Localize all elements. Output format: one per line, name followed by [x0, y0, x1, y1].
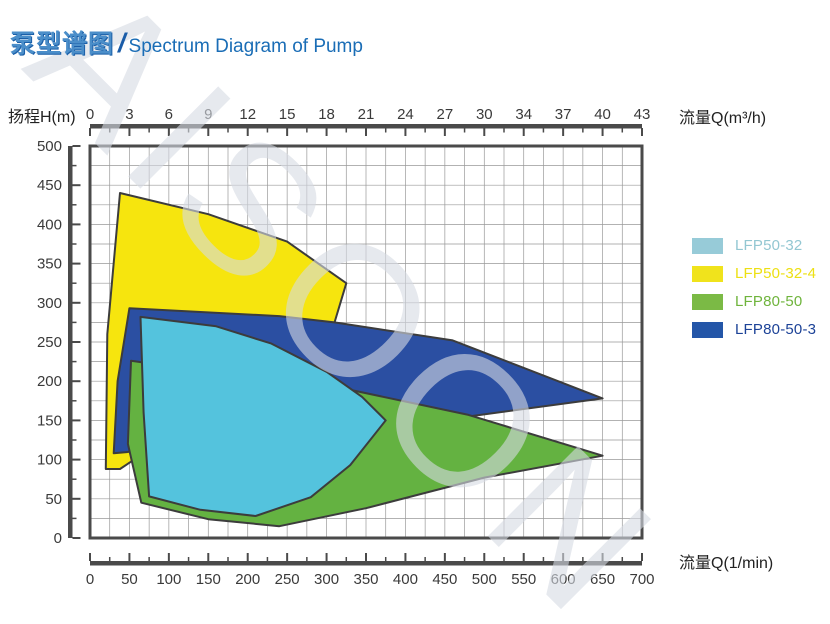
y-axis-label: 扬程H(m): [8, 109, 76, 126]
bottom-ruler-bar: [90, 561, 642, 566]
legend-label: LFP80-50-3: [735, 321, 817, 338]
top-axis-label: 流量Q(m³/h): [679, 110, 767, 127]
region-LFP50-32: [139, 315, 387, 517]
top-tick-label: 40: [594, 106, 611, 123]
y-tick-label: 0: [54, 530, 62, 547]
bottom-tick-label: 650: [590, 571, 615, 588]
bottom-tick-label: 250: [275, 571, 300, 588]
legend-item: LFP80-50-3: [692, 321, 816, 338]
title-slash-icon: /: [118, 28, 126, 58]
bottom-tick-label: 700: [629, 571, 654, 588]
bottom-tick-label: 50: [121, 571, 138, 588]
top-tick-label: 34: [515, 106, 532, 123]
bottom-tick-label: 0: [86, 571, 94, 588]
title-english: Spectrum Diagram of Pump: [128, 36, 363, 57]
top-tick-label: 21: [358, 106, 375, 123]
y-tick-label: 150: [37, 412, 62, 429]
legend-swatch: [692, 237, 723, 254]
bottom-tick-label: 550: [511, 571, 536, 588]
bottom-tick-label: 150: [196, 571, 221, 588]
y-tick-label: 50: [45, 491, 62, 508]
y-tick-label: 300: [37, 295, 62, 312]
top-tick-label: 9: [204, 106, 212, 123]
plot-border: [88, 144, 644, 540]
legend-item: LFP80-50: [692, 293, 816, 310]
top-ruler-bar: [90, 124, 642, 129]
top-tick-label: 12: [239, 106, 256, 123]
top-tick-label: 3: [125, 106, 133, 123]
legend-item: LFP50-32-4: [692, 265, 816, 282]
top-tick-label: 18: [318, 106, 335, 123]
legend: LFP50-32 LFP50-32-4 LFP80-50 LFP80-50-3: [692, 237, 816, 349]
bottom-tick-label: 400: [393, 571, 418, 588]
page-title: 泵型谱图 / Spectrum Diagram of Pump: [10, 24, 363, 60]
legend-label: LFP80-50: [735, 293, 803, 310]
y-tick-label: 200: [37, 373, 62, 390]
bottom-tick-label: 600: [551, 571, 576, 588]
bottom-tick-label: 500: [472, 571, 497, 588]
legend-item: LFP50-32: [692, 237, 816, 254]
y-tick-label: 250: [37, 334, 62, 351]
left-ruler-bar: [68, 146, 73, 538]
top-tick-label: 24: [397, 106, 414, 123]
legend-label: LFP50-32-4: [735, 265, 817, 282]
y-tick-label: 450: [37, 177, 62, 194]
top-tick-label: 6: [165, 106, 173, 123]
top-tick-label: 27: [437, 106, 454, 123]
top-tick-label: 15: [279, 106, 296, 123]
top-tick-label: 30: [476, 106, 493, 123]
legend-swatch: [692, 265, 723, 282]
bottom-tick-label: 450: [432, 571, 457, 588]
legend-swatch: [692, 293, 723, 310]
title-chinese: 泵型谱图: [10, 30, 115, 58]
bottom-tick-label: 100: [156, 571, 181, 588]
bottom-axis-label: 流量Q(1/min): [679, 555, 774, 572]
bottom-tick-label: 200: [235, 571, 260, 588]
y-tick-label: 400: [37, 216, 62, 233]
top-tick-label: 43: [634, 106, 651, 123]
legend-swatch: [692, 321, 723, 338]
y-tick-label: 500: [37, 138, 62, 155]
legend-label: LFP50-32: [735, 237, 803, 254]
y-tick-label: 100: [37, 452, 62, 469]
bottom-tick-label: 350: [353, 571, 378, 588]
top-tick-label: 37: [555, 106, 572, 123]
top-tick-label: 0: [86, 106, 94, 123]
bottom-tick-label: 300: [314, 571, 339, 588]
y-tick-label: 350: [37, 256, 62, 273]
